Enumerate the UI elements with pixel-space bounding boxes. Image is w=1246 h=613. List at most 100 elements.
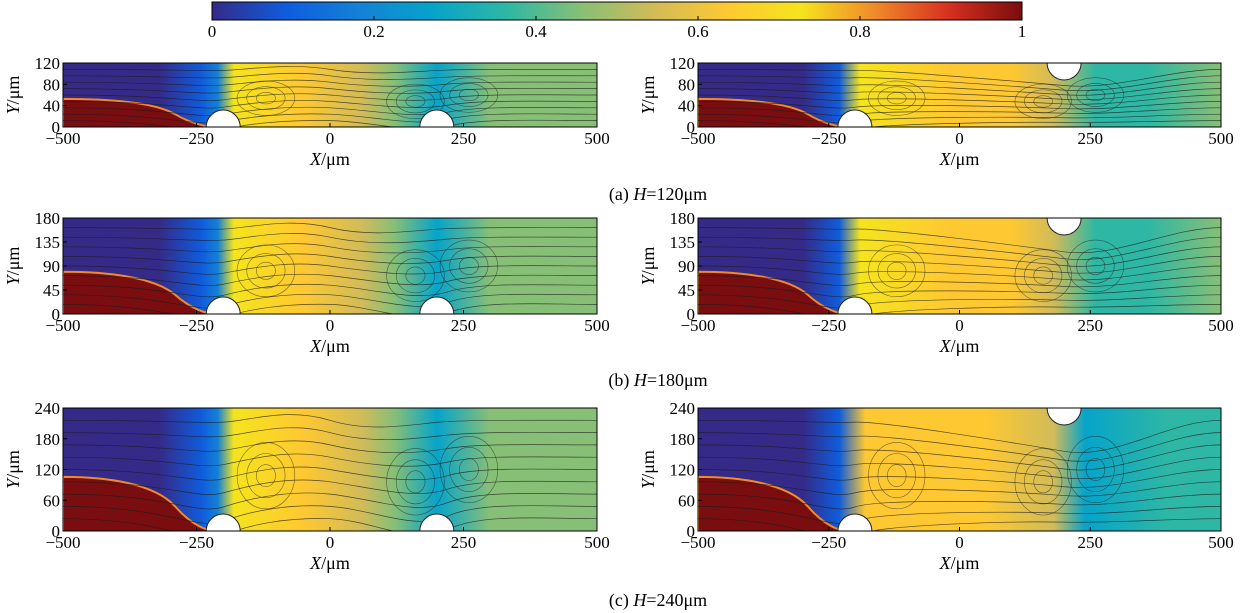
- vortex-line: [1014, 83, 1072, 119]
- streamline: [698, 246, 1221, 267]
- vortex-line: [449, 83, 489, 107]
- colorbar-tick-label: 1: [1018, 22, 1027, 41]
- caption-var: H: [633, 370, 648, 390]
- streamline: [63, 93, 597, 101]
- vortex-line: [1014, 448, 1072, 516]
- interface-line: [63, 475, 216, 531]
- concentration-field: [698, 218, 1221, 314]
- vortex-line: [877, 86, 916, 111]
- y-tick-label: 0: [687, 305, 696, 324]
- x-axis-label: X/μm: [309, 553, 350, 573]
- y-axis-var: Y: [3, 102, 23, 114]
- vortex-line: [246, 86, 286, 111]
- vortex-line: [256, 464, 276, 488]
- vortex-line: [1066, 435, 1125, 504]
- vortex-line: [1076, 248, 1115, 284]
- x-tick-label: −250: [179, 129, 214, 148]
- vortex-line: [236, 80, 296, 116]
- caption-var: H: [632, 590, 647, 610]
- inlet-layer: [63, 271, 216, 314]
- obstacle: [419, 513, 455, 531]
- vortex-line: [1033, 95, 1053, 108]
- streamline: [63, 479, 597, 495]
- streamline: [698, 518, 1221, 531]
- y-axis-var: Y: [638, 477, 658, 489]
- concentration-field: [698, 63, 1221, 127]
- y-tick-label: 135: [670, 233, 696, 252]
- y-axis-unit: /μm: [3, 76, 23, 105]
- x-axis-unit: /μm: [321, 336, 350, 356]
- y-axis-var: Y: [638, 273, 658, 285]
- streamline: [63, 119, 597, 127]
- x-tick-label: 500: [1208, 533, 1234, 552]
- vortex-line: [1076, 83, 1115, 107]
- row-caption: (b) H=180μm: [608, 370, 707, 391]
- streamline: [63, 106, 597, 116]
- streamline: [698, 69, 1221, 87]
- obstacle: [837, 109, 873, 127]
- streamline: [63, 100, 597, 109]
- streamline: [698, 481, 1221, 497]
- vortex-line: [395, 459, 435, 505]
- obstacle: [205, 296, 241, 314]
- streamline: [698, 419, 1221, 453]
- streamlines: [698, 227, 1221, 314]
- x-tick-label: 500: [584, 533, 610, 552]
- vortex-line: [449, 447, 489, 492]
- vortex-line: [246, 253, 286, 289]
- streamline: [63, 303, 597, 314]
- vortex-line: [1033, 266, 1053, 285]
- y-axis-label: Y/μm: [3, 450, 23, 489]
- x-tick-label: −500: [680, 129, 715, 148]
- vortex-line: [246, 453, 286, 499]
- vortex-line: [1066, 77, 1125, 113]
- x-tick-label: 500: [1208, 316, 1234, 335]
- vortex-line: [449, 248, 489, 284]
- y-axis-unit: /μm: [638, 247, 658, 276]
- streamline: [63, 293, 597, 309]
- y-tick-label: 40: [678, 97, 695, 116]
- vortex-line: [386, 249, 445, 302]
- vortex-line: [877, 253, 916, 289]
- colorbar-gradient: [211, 1, 1023, 21]
- streamlines: [698, 419, 1221, 531]
- obstacle: [837, 513, 873, 531]
- streamline: [698, 304, 1221, 314]
- y-tick-label: 60: [678, 491, 695, 510]
- vortex-line: [1024, 89, 1063, 114]
- streamline: [63, 427, 597, 441]
- x-tick-label: 500: [1208, 129, 1234, 148]
- x-axis-var: X: [939, 336, 952, 356]
- streamline: [63, 517, 597, 531]
- concentration-field: [698, 408, 1221, 531]
- x-tick-label: 500: [584, 129, 610, 148]
- y-tick-label: 120: [35, 461, 61, 480]
- obstacle: [837, 296, 873, 314]
- y-tick-label: 135: [35, 233, 61, 252]
- streamline: [698, 493, 1221, 510]
- y-tick-label: 90: [678, 257, 695, 276]
- x-tick-label: −250: [179, 533, 214, 552]
- vortex-line: [236, 442, 296, 510]
- x-axis-var: X: [309, 149, 322, 169]
- interface-line: [698, 270, 848, 314]
- vortex-line: [1085, 88, 1106, 102]
- x-tick-label: −250: [811, 129, 846, 148]
- streamline: [698, 294, 1221, 309]
- row-caption: (c) H=240μm: [609, 590, 707, 611]
- x-tick-label: −500: [45, 129, 80, 148]
- y-axis-label: Y/μm: [638, 76, 658, 115]
- x-tick-label: −250: [811, 533, 846, 552]
- streamline: [63, 505, 597, 524]
- obstacle: [205, 109, 241, 127]
- streamline: [698, 120, 1221, 127]
- y-tick-label: 60: [43, 491, 60, 510]
- inlet-layer: [698, 476, 848, 531]
- streamline: [63, 414, 597, 428]
- x-axis-unit: /μm: [951, 149, 980, 169]
- x-axis-unit: /μm: [951, 336, 980, 356]
- y-tick-label: 180: [670, 430, 696, 449]
- streamline: [63, 66, 597, 74]
